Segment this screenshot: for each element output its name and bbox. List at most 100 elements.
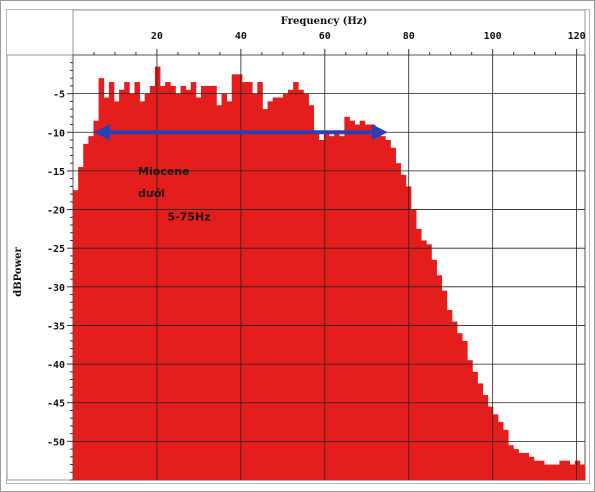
y-axis-title: dBPower (13, 246, 24, 296)
spectrum-bar (334, 132, 340, 480)
spectrum-bar (431, 259, 437, 480)
spectrum-bar (216, 105, 222, 481)
spectrum-bar (119, 89, 125, 480)
spectrum-bar (211, 85, 217, 480)
spectrum-bar (241, 82, 248, 480)
spectrum-bar (323, 132, 330, 480)
spectrum-bar (528, 456, 535, 480)
spectrum-bar (497, 422, 504, 480)
spectrum-bar (518, 452, 524, 480)
y-tick-label: -40 (47, 360, 65, 371)
x-axis-header (72, 10, 586, 56)
spectrum-bar (544, 464, 550, 480)
spectrum-bar (549, 464, 555, 480)
spectrum-bar (339, 136, 345, 480)
spectrum-bar (236, 74, 243, 481)
spectrum-bar (400, 174, 407, 481)
y-tick-label: -15 (47, 167, 65, 178)
spectrum-bar (298, 89, 304, 480)
spectrum-bar (139, 101, 146, 480)
spectrum-bar (385, 140, 391, 480)
y-tick-label: -35 (47, 321, 65, 332)
annotation-line-1: Miocene (138, 165, 190, 178)
spectrum-bar (134, 82, 140, 480)
spectrum-bar (579, 464, 586, 480)
spectrum-bar (441, 290, 448, 480)
spectrum-bar (226, 101, 233, 480)
spectrum-bar (149, 85, 156, 480)
plot-panel: 20 40 60 80 100 120 -5 -10 -15 -20 -25 -30 -35 -40 -45… (6, 9, 590, 484)
spectrum-bar (195, 97, 202, 480)
y-tick-label: -5 (53, 90, 65, 101)
spectrum-bar (124, 82, 130, 480)
spectrum-bar (170, 85, 176, 480)
spectrum-bar (160, 85, 166, 480)
spectrum-bar (416, 228, 422, 480)
spectrum-bar (364, 124, 371, 480)
spectrum-bar (554, 464, 560, 480)
spectrum-bar (513, 449, 519, 480)
spectrum-bar (410, 209, 417, 480)
spectrum-bar (313, 132, 320, 480)
x-tick-label: 120 (568, 31, 586, 42)
y-tick-label: -45 (47, 399, 65, 410)
spectrum-bar (426, 244, 432, 480)
spectrum-bar (103, 97, 110, 480)
spectrum-bar (154, 66, 161, 480)
y-tick-label: -25 (47, 244, 65, 255)
spectrum-bar (487, 406, 494, 480)
spectrum-bar (395, 163, 402, 480)
spectrum-bar (354, 124, 361, 480)
spectrum-bar (73, 190, 79, 480)
spectrum-bar (308, 105, 315, 481)
x-tick-label: 100 (484, 31, 502, 42)
x-axis-title: Frequency (Hz) (281, 16, 367, 27)
x-tick-label: 40 (235, 31, 247, 42)
spectrum-bar (523, 452, 530, 480)
spectrum-bar (451, 321, 458, 480)
spectrum-bar (457, 333, 463, 480)
y-tick-label: -50 (47, 437, 65, 448)
spectrum-bar (462, 340, 468, 480)
spectrum-bar (472, 371, 478, 480)
annotation-line-2: dưới (138, 187, 165, 200)
grid-layer (73, 55, 585, 480)
spectrum-bar (262, 109, 268, 480)
spectrum-bar (329, 136, 335, 480)
spectrum-bar (436, 275, 443, 480)
x-tick-label: 20 (151, 31, 163, 42)
spectrum-bar (165, 82, 171, 480)
spectrum-bar (569, 464, 576, 480)
spectrum-bar (231, 74, 238, 481)
spectrum-bar (267, 101, 274, 480)
spectrum-bar (533, 460, 540, 480)
spectrum-bar (492, 414, 499, 480)
spectrum-bar (375, 128, 381, 480)
spectrum-bar (83, 143, 89, 480)
spectrum-bar (482, 395, 489, 480)
spectrum-bar (538, 460, 545, 480)
spectrum-bar (293, 82, 299, 480)
x-tick-label: 80 (403, 31, 415, 42)
spectrum-bar (574, 460, 581, 480)
spectrum-bar (247, 82, 253, 480)
spectrum-bar (349, 120, 355, 480)
spectrum-bar (257, 82, 263, 480)
spectrum-bar (359, 120, 366, 480)
spectrum-bar (201, 85, 207, 480)
spectrum-bar (508, 445, 514, 480)
spectrum-bar (288, 89, 294, 480)
spectrum-bar (564, 460, 571, 480)
range-arrow-left-head (93, 124, 110, 141)
spectrum-bar (467, 360, 473, 480)
spectrum-bar (190, 82, 197, 480)
spectrum-bar (380, 136, 386, 480)
spectrum-bar (477, 383, 483, 480)
spectrum-bar (98, 78, 105, 480)
spectrum-bar (272, 97, 279, 480)
spectrum-bar (390, 147, 396, 480)
spectrum-bar (503, 429, 509, 480)
range-arrow-right-head (371, 124, 388, 141)
